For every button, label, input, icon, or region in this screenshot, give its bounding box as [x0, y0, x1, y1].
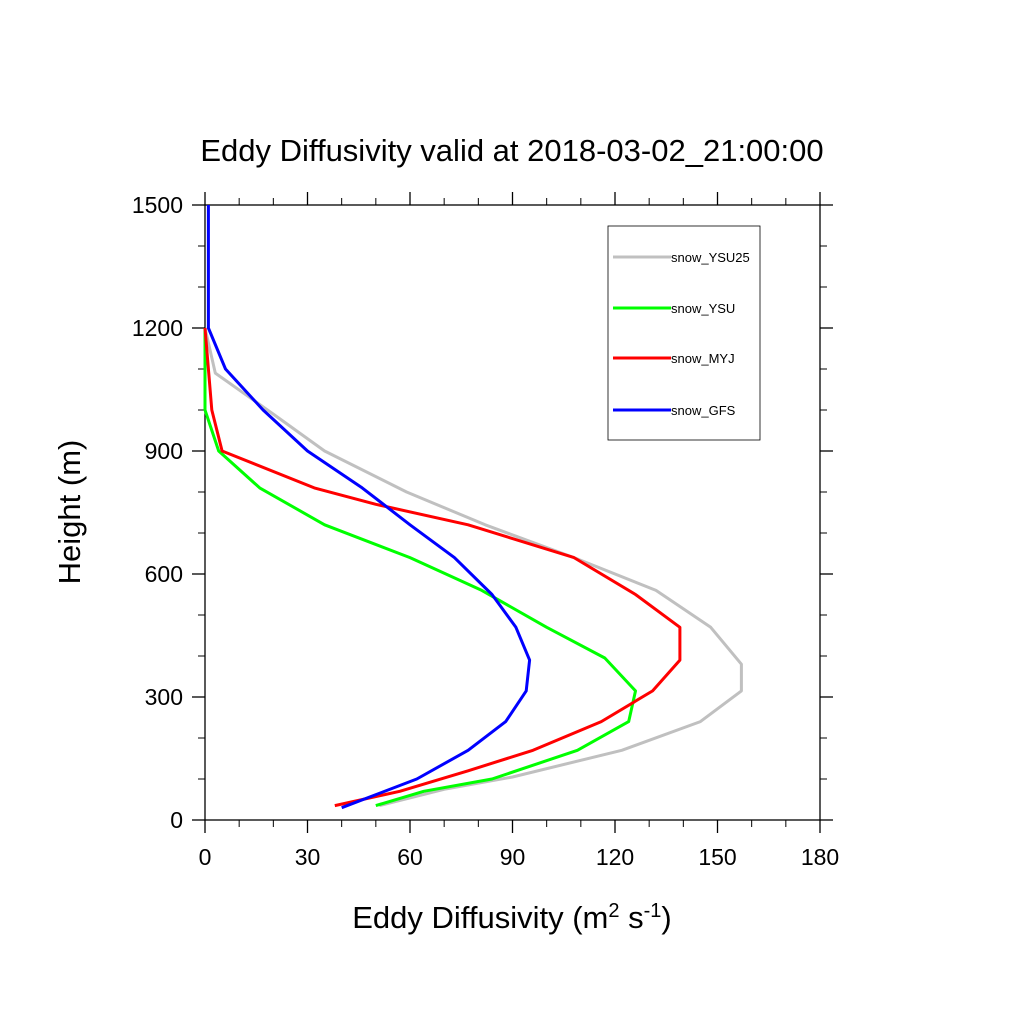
y-axis-title: Height (m)	[52, 440, 87, 585]
x-tick-label: 120	[596, 844, 634, 870]
minor-ticks	[198, 198, 827, 827]
legend-label-snow-ysu25: snow_YSU25	[671, 250, 750, 265]
y-tick-label: 600	[145, 561, 183, 587]
x-axis-title: Eddy Diffusivity (m2 s-1)	[352, 900, 671, 935]
legend-label-snow-ysu: snow_YSU	[671, 301, 735, 316]
plot-area: 0 30 60 90 120 150 180 0 300 600 900 1200 1500	[132, 192, 839, 870]
x-tick-label: 0	[199, 844, 212, 870]
y-tick-label: 900	[145, 438, 183, 464]
major-ticks	[192, 192, 833, 833]
x-tick-label: 90	[500, 844, 526, 870]
series-line-snow-gfs	[206, 205, 532, 810]
x-tick-label: 150	[698, 844, 736, 870]
tick-labels: 0 30 60 90 120 150 180 0 300 600 900 1200 1500	[132, 192, 839, 870]
legend-items: snow_YSU25 snow_YSU snow_MYJ snow_GFS	[613, 250, 750, 418]
series-line-snow-ysu	[203, 328, 637, 808]
x-axis-title-base: Eddy Diffusivity (m	[352, 900, 608, 935]
y-tick-label: 1200	[132, 315, 183, 341]
x-axis-title-end: )	[661, 900, 671, 935]
x-axis-title-mid: s	[619, 900, 643, 935]
x-tick-label: 180	[801, 844, 839, 870]
chart-title: Eddy Diffusivity valid at 2018-03-02_21:…	[200, 133, 823, 168]
legend-box	[607, 225, 761, 441]
series-line-snow-ysu25	[203, 327, 743, 808]
x-tick-label: 30	[295, 844, 321, 870]
y-tick-label: 300	[145, 684, 183, 710]
y-tick-label: 0	[170, 807, 183, 833]
series-lines	[203, 205, 743, 810]
legend-label-snow-gfs: snow_GFS	[671, 403, 736, 418]
x-axis-title-sup-1: 2	[608, 900, 619, 922]
legend: snow_YSU25 snow_YSU snow_MYJ snow_GFS	[607, 225, 761, 441]
x-tick-label: 60	[397, 844, 423, 870]
series-line-snow-myj	[203, 327, 682, 808]
x-axis-title-sup-2: -1	[644, 900, 662, 922]
legend-label-snow-myj: snow_MYJ	[671, 351, 735, 366]
y-tick-label: 1500	[132, 192, 183, 218]
